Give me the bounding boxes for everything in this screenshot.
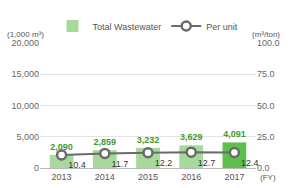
- svg-text:(FY): (FY): [260, 173, 276, 182]
- svg-text:25.0: 25.0: [257, 132, 275, 142]
- svg-text:50.0: 50.0: [257, 101, 275, 111]
- svg-text:5,000: 5,000: [16, 132, 39, 142]
- svg-text:2016: 2016: [181, 172, 201, 182]
- svg-text:12.4: 12.4: [241, 158, 259, 168]
- svg-text:2,859: 2,859: [94, 137, 117, 147]
- svg-text:0: 0: [34, 163, 39, 173]
- svg-text:10.4: 10.4: [68, 160, 86, 170]
- svg-text:(1,000 m³): (1,000 m³): [7, 30, 44, 39]
- svg-text:2017: 2017: [224, 172, 244, 182]
- svg-text:11.7: 11.7: [111, 159, 128, 169]
- svg-text:75.0: 75.0: [257, 69, 275, 79]
- svg-text:100.0: 100.0: [257, 38, 280, 48]
- svg-text:3,232: 3,232: [137, 135, 160, 145]
- svg-text:0.0: 0.0: [257, 163, 270, 173]
- svg-text:Per unit: Per unit: [206, 22, 238, 32]
- svg-text:15,000: 15,000: [11, 69, 39, 79]
- svg-text:2015: 2015: [138, 172, 158, 182]
- svg-text:4,091: 4,091: [223, 129, 246, 139]
- svg-text:10,000: 10,000: [11, 101, 39, 111]
- svg-text:3,629: 3,629: [180, 132, 203, 142]
- svg-text:(m³/ton): (m³/ton): [252, 30, 280, 39]
- svg-text:2014: 2014: [95, 172, 115, 182]
- svg-text:12.7: 12.7: [198, 158, 216, 168]
- svg-text:20,000: 20,000: [11, 38, 39, 48]
- svg-text:12.2: 12.2: [155, 158, 173, 168]
- svg-text:2,090: 2,090: [50, 142, 73, 152]
- svg-text:Total Wastewater: Total Wastewater: [93, 22, 162, 32]
- svg-text:2013: 2013: [52, 172, 72, 182]
